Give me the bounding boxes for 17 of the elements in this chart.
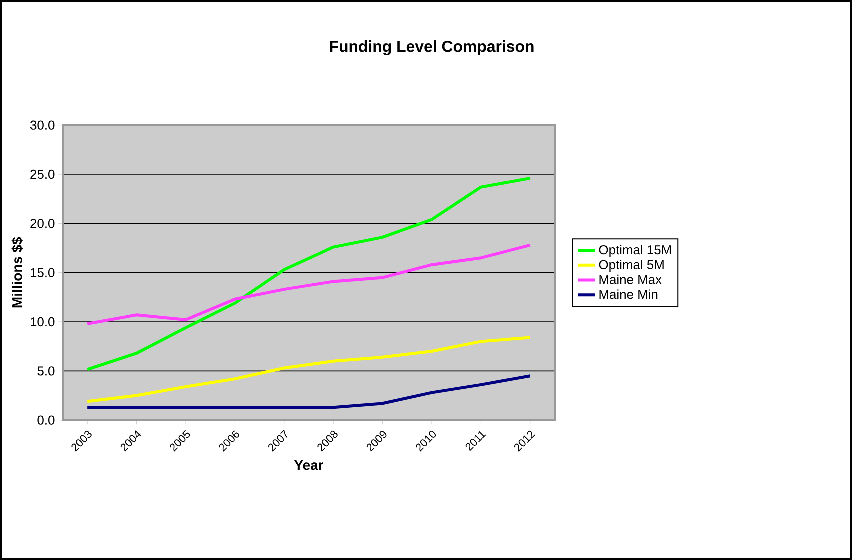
y-tick-label: 10.0 [30,317,55,327]
y-tick-label: 0.0 [38,416,55,425]
legend-label: Optimal 15M [599,245,672,258]
y-axis-title: Millions $$ [12,237,24,308]
y-tick-label: 5.0 [38,366,55,376]
line-series [86,244,532,326]
chart-title: Funding Level Comparison [330,40,534,56]
line-series [86,336,532,404]
legend-label: Maine Max [600,274,662,284]
y-tick-label: 15.0 [30,268,55,278]
y-tick-label: 25.0 [30,170,55,180]
y-tick-label: 20.0 [30,219,55,228]
y-tick-label: 30.0 [30,120,55,130]
legend-label: Optimal 5M [599,260,664,272]
legend-label: Maine Min [600,290,658,300]
x-axis-title: Year [294,460,324,470]
line-series [86,176,532,372]
